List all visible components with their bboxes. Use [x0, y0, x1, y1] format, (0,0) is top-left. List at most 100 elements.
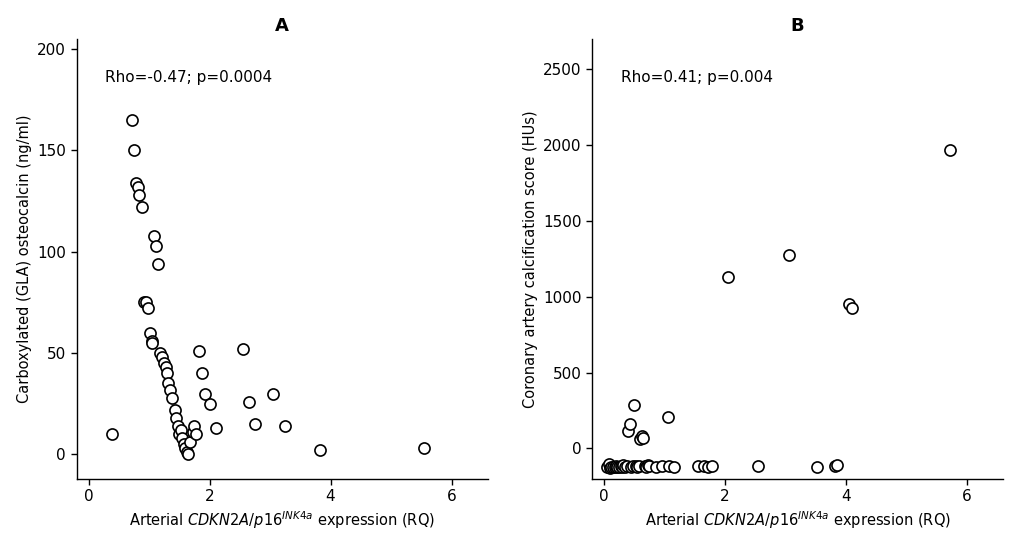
- Point: [601, 464, 618, 472]
- Point: [616, 462, 633, 471]
- Point: [641, 461, 657, 470]
- Point: [416, 444, 432, 453]
- Point: [124, 116, 141, 124]
- Point: [749, 461, 765, 470]
- Point: [653, 461, 669, 470]
- Text: Rho=-0.47; p=0.0004: Rho=-0.47; p=0.0004: [105, 70, 272, 85]
- Point: [191, 347, 207, 356]
- Point: [247, 420, 263, 429]
- Point: [140, 304, 156, 313]
- Point: [631, 461, 647, 470]
- Point: [103, 430, 119, 438]
- Point: [186, 421, 203, 430]
- Point: [659, 413, 676, 421]
- Point: [610, 462, 627, 471]
- Point: [146, 231, 162, 240]
- Point: [207, 424, 223, 432]
- Title: A: A: [275, 16, 288, 35]
- Text: Rho=0.41; p=0.004: Rho=0.41; p=0.004: [621, 70, 772, 85]
- Point: [144, 339, 160, 347]
- Point: [660, 461, 677, 470]
- Point: [197, 389, 213, 398]
- Point: [152, 349, 168, 357]
- Point: [130, 191, 147, 199]
- Point: [177, 444, 194, 453]
- Point: [181, 438, 198, 447]
- Point: [826, 461, 843, 470]
- Point: [619, 461, 635, 470]
- Point: [828, 461, 845, 470]
- Point: [608, 462, 625, 471]
- Y-axis label: Coronary artery calcification score (HUs): Coronary artery calcification score (HUs…: [522, 110, 537, 408]
- Point: [614, 461, 631, 470]
- Point: [626, 401, 642, 409]
- Y-axis label: Carboxylated (GLA) osteocalcin (ng/ml): Carboxylated (GLA) osteocalcin (ng/ml): [16, 115, 32, 403]
- Point: [174, 434, 191, 443]
- X-axis label: Arterial $\mathit{CDKN2A/p16}^{\mathit{INK4a}}$ expression (RQ): Arterial $\mathit{CDKN2A/p16}^{\mathit{I…: [644, 510, 950, 532]
- Point: [136, 298, 152, 307]
- Point: [172, 426, 189, 435]
- Point: [780, 250, 796, 259]
- Point: [166, 406, 182, 414]
- Point: [629, 462, 645, 471]
- Point: [840, 299, 856, 308]
- Point: [620, 426, 636, 435]
- Point: [171, 430, 187, 438]
- Point: [144, 336, 160, 345]
- Point: [638, 462, 654, 471]
- Point: [612, 461, 629, 470]
- Point: [164, 393, 180, 402]
- Point: [635, 434, 651, 443]
- Title: B: B: [790, 16, 804, 35]
- Point: [170, 421, 186, 430]
- Point: [689, 461, 705, 470]
- Point: [843, 304, 859, 312]
- Point: [158, 363, 174, 372]
- Point: [133, 203, 150, 212]
- Point: [187, 430, 204, 438]
- Point: [277, 421, 293, 430]
- Point: [808, 462, 824, 471]
- Point: [194, 369, 210, 378]
- Point: [138, 298, 154, 307]
- Point: [184, 427, 201, 436]
- Point: [156, 359, 172, 368]
- Point: [602, 462, 619, 471]
- Point: [941, 146, 957, 155]
- Point: [265, 389, 281, 398]
- Point: [201, 399, 217, 408]
- Point: [311, 446, 327, 455]
- Point: [176, 440, 193, 449]
- Point: [623, 462, 639, 471]
- Point: [621, 420, 637, 429]
- Point: [159, 369, 175, 378]
- Point: [178, 448, 195, 456]
- Point: [598, 462, 614, 471]
- Point: [142, 328, 158, 337]
- Point: [154, 353, 170, 362]
- Point: [625, 461, 641, 470]
- Point: [240, 397, 257, 406]
- Point: [168, 414, 184, 423]
- Point: [600, 459, 616, 468]
- Point: [647, 462, 663, 471]
- Point: [633, 432, 649, 441]
- Point: [234, 345, 251, 353]
- Point: [148, 241, 164, 250]
- Point: [130, 182, 147, 191]
- Point: [150, 260, 166, 269]
- Point: [604, 463, 621, 472]
- X-axis label: Arterial $\mathit{CDKN2A/p16}^{\mathit{INK4a}}$ expression (RQ): Arterial $\mathit{CDKN2A/p16}^{\mathit{I…: [129, 510, 435, 532]
- Point: [127, 179, 144, 187]
- Point: [664, 462, 681, 471]
- Point: [180, 450, 197, 459]
- Point: [703, 461, 719, 470]
- Point: [639, 461, 655, 470]
- Point: [719, 273, 736, 282]
- Point: [125, 146, 142, 155]
- Point: [695, 461, 711, 470]
- Point: [160, 379, 176, 388]
- Point: [607, 461, 624, 470]
- Point: [162, 385, 178, 394]
- Point: [637, 461, 653, 470]
